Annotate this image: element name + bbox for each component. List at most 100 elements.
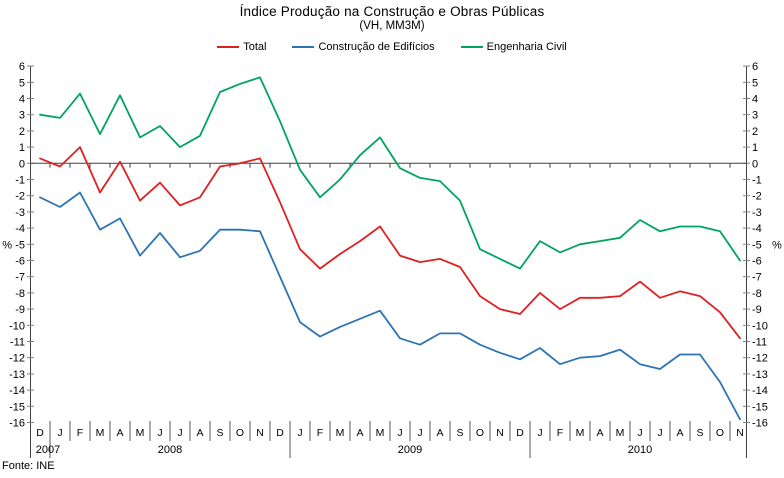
x-tick-label-month: J xyxy=(657,427,662,439)
x-tick-label-month: A xyxy=(356,427,363,439)
y-tick-label-left: -11 xyxy=(10,337,25,349)
y-tick-label-right: -3 xyxy=(752,207,762,219)
y-tick-label-left: 3 xyxy=(19,110,25,122)
y-tick-label-right: 6 xyxy=(752,61,758,73)
y-tick-label-right: 0 xyxy=(752,158,758,170)
series-line-construcao-de-edificios xyxy=(39,191,741,421)
y-tick-label-right: -4 xyxy=(752,223,762,235)
y-tick-label-left: -14 xyxy=(9,385,25,397)
x-tick-label-month: O xyxy=(476,427,484,439)
x-year-label: 2009 xyxy=(398,444,422,456)
y-tick-label-left: 0 xyxy=(19,158,25,170)
x-tick-label-month: M xyxy=(136,427,145,439)
x-tick-label-month: J xyxy=(417,427,422,439)
y-tick-label-left: -9 xyxy=(15,304,25,316)
y-tick-label-right: -14 xyxy=(752,385,768,397)
x-tick-label-month: M xyxy=(336,427,345,439)
x-tick-label-month: D xyxy=(276,427,284,439)
series-line-total xyxy=(39,146,741,340)
y-tick-label-left: -13 xyxy=(9,369,25,381)
y-tick-label-right: -8 xyxy=(752,288,762,300)
y-tick-label-left: -8 xyxy=(15,288,25,300)
y-tick-label-left: 1 xyxy=(19,142,25,154)
y-tick-label-left: 5 xyxy=(19,77,25,89)
x-tick-label-month: O xyxy=(236,427,244,439)
x-tick-label-month: J xyxy=(297,427,302,439)
x-tick-label-month: O xyxy=(716,427,724,439)
x-tick-label-month: A xyxy=(116,427,123,439)
legend-label: Construção de Edifícios xyxy=(318,41,435,53)
y-tick-label-left: -5 xyxy=(15,239,25,251)
y-tick-label-right: -7 xyxy=(752,272,762,284)
legend-swatch-icon xyxy=(460,46,483,48)
x-tick-label-month: S xyxy=(696,427,703,439)
x-tick-label-month: M xyxy=(376,427,385,439)
x-tick-label-month: S xyxy=(216,427,223,439)
x-year-label: 2010 xyxy=(628,444,652,456)
y-tick-label-left: -10 xyxy=(9,320,25,332)
legend-item-engenharia-civil: Engenharia Civil xyxy=(460,41,567,53)
y-tick-label-right: 2 xyxy=(752,126,758,138)
y-tick-label-right: -15 xyxy=(752,401,768,413)
chart-header: Índice Produção na Construção e Obras Pú… xyxy=(0,4,784,32)
x-tick-label-month: A xyxy=(196,427,203,439)
chart-title: Índice Produção na Construção e Obras Pú… xyxy=(239,4,545,19)
x-tick-label-month: M xyxy=(576,427,585,439)
legend-swatch-icon xyxy=(217,46,240,48)
y-tick-label-right: 4 xyxy=(752,94,758,106)
y-tick-label-right: 3 xyxy=(752,110,758,122)
y-tick-label-left: -2 xyxy=(15,191,25,203)
x-tick-label-month: J xyxy=(637,427,642,439)
y-tick-label-right: 5 xyxy=(752,77,758,89)
x-tick-label-month: D xyxy=(516,427,524,439)
chart-subtitle: (VH, MM3M) xyxy=(359,20,425,32)
y-tick-label-right: -12 xyxy=(752,353,768,365)
y-tick-label-left: -12 xyxy=(9,353,25,365)
x-year-label: 2007 xyxy=(36,444,60,456)
y-tick-label-right: -2 xyxy=(752,191,762,203)
x-tick-label-month: S xyxy=(456,427,463,439)
x-tick-label-month: M xyxy=(96,427,105,439)
x-tick-label-month: F xyxy=(77,427,83,439)
y-tick-label-left: 6 xyxy=(19,61,25,73)
legend-item-edificios: Construção de Edifícios xyxy=(292,41,435,53)
y-tick-label-left: -7 xyxy=(15,272,25,284)
x-tick-label-month: N xyxy=(736,427,744,439)
x-year-label: 2008 xyxy=(158,444,182,456)
legend-swatch-icon xyxy=(292,46,315,48)
x-tick-label-month: D xyxy=(36,427,44,439)
x-tick-label-month: A xyxy=(436,427,443,439)
y-tick-label-right: -13 xyxy=(752,369,768,381)
x-tick-label-month: J xyxy=(397,427,402,439)
y-tick-label-right: -16 xyxy=(752,418,768,430)
y-tick-label-left: -15 xyxy=(9,401,25,413)
y-tick-label-right: 1 xyxy=(752,142,758,154)
source-note: Fonte: INE xyxy=(2,460,55,472)
y-tick-label-right: -11 xyxy=(752,337,767,349)
x-tick-label-month: A xyxy=(596,427,603,439)
y-tick-label-left: 2 xyxy=(19,126,25,138)
x-tick-label-month: N xyxy=(256,427,264,439)
y-tick-label-right: -1 xyxy=(752,175,762,187)
legend-label: Engenharia Civil xyxy=(486,41,567,53)
y-tick-label-right: -9 xyxy=(752,304,762,316)
x-tick-label-month: J xyxy=(57,427,62,439)
y-tick-label-left: -1 xyxy=(15,175,25,187)
x-tick-label-month: J xyxy=(157,427,162,439)
y-tick-label-left: 4 xyxy=(19,94,25,106)
y-tick-label-right: -5 xyxy=(752,239,762,251)
y-tick-label-right: -6 xyxy=(752,256,762,268)
y-tick-label-left: -6 xyxy=(15,256,25,268)
series-line-engenharia-civil xyxy=(39,76,741,270)
y-tick-label-left: -4 xyxy=(15,223,25,235)
legend-item-total: Total xyxy=(217,41,266,53)
legend-label: Total xyxy=(243,41,267,53)
y-tick-label-right: -10 xyxy=(752,320,768,332)
x-tick-label-month: N xyxy=(496,427,504,439)
x-tick-label-month: J xyxy=(537,427,542,439)
x-tick-label-month: M xyxy=(616,427,625,439)
y-axis-unit-left: % xyxy=(2,239,12,251)
y-tick-label-left: -16 xyxy=(9,418,25,430)
chart-legend: Total Construção de Edifícios Engenharia C… xyxy=(0,41,784,53)
x-tick-label-month: F xyxy=(317,427,323,439)
